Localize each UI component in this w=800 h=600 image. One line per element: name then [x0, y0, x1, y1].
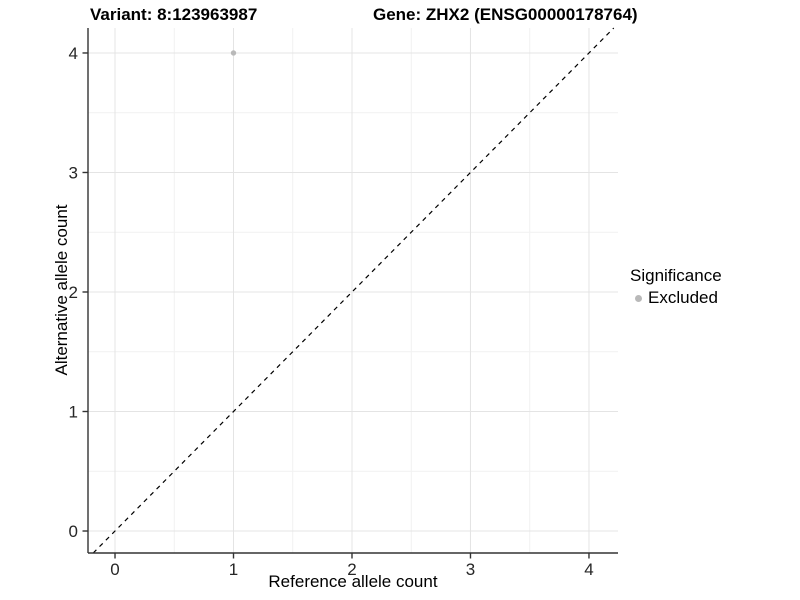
x-tick-label: 2: [347, 560, 356, 579]
legend-entry-excluded: Excluded: [630, 288, 722, 308]
legend-entry-label: Excluded: [648, 288, 718, 307]
legend: Significance Excluded: [630, 266, 722, 308]
y-axis-title: Alternative allele count: [52, 204, 71, 376]
y-tick-label: 0: [69, 522, 78, 541]
x-tick-label: 3: [466, 560, 475, 579]
y-tick-label: 4: [69, 44, 78, 63]
data-point: [230, 50, 237, 56]
identity-dashed-line: [92, 27, 615, 554]
x-axis-title: Reference allele count: [268, 572, 438, 591]
legend-key: [630, 290, 647, 307]
variant-title: Variant: 8:123963987: [90, 5, 258, 24]
x-tick-label: 4: [584, 560, 593, 579]
y-tick-label: 1: [69, 403, 78, 422]
x-tick-label: 1: [229, 560, 238, 579]
legend-title: Significance: [630, 266, 722, 285]
y-tick-label: 2: [69, 283, 78, 302]
excluded-point-icon: [635, 294, 642, 302]
x-tick-label: 0: [110, 560, 119, 579]
y-tick-label: 3: [69, 163, 78, 182]
gene-title: Gene: ZHX2 (ENSG00000178764): [373, 5, 638, 24]
